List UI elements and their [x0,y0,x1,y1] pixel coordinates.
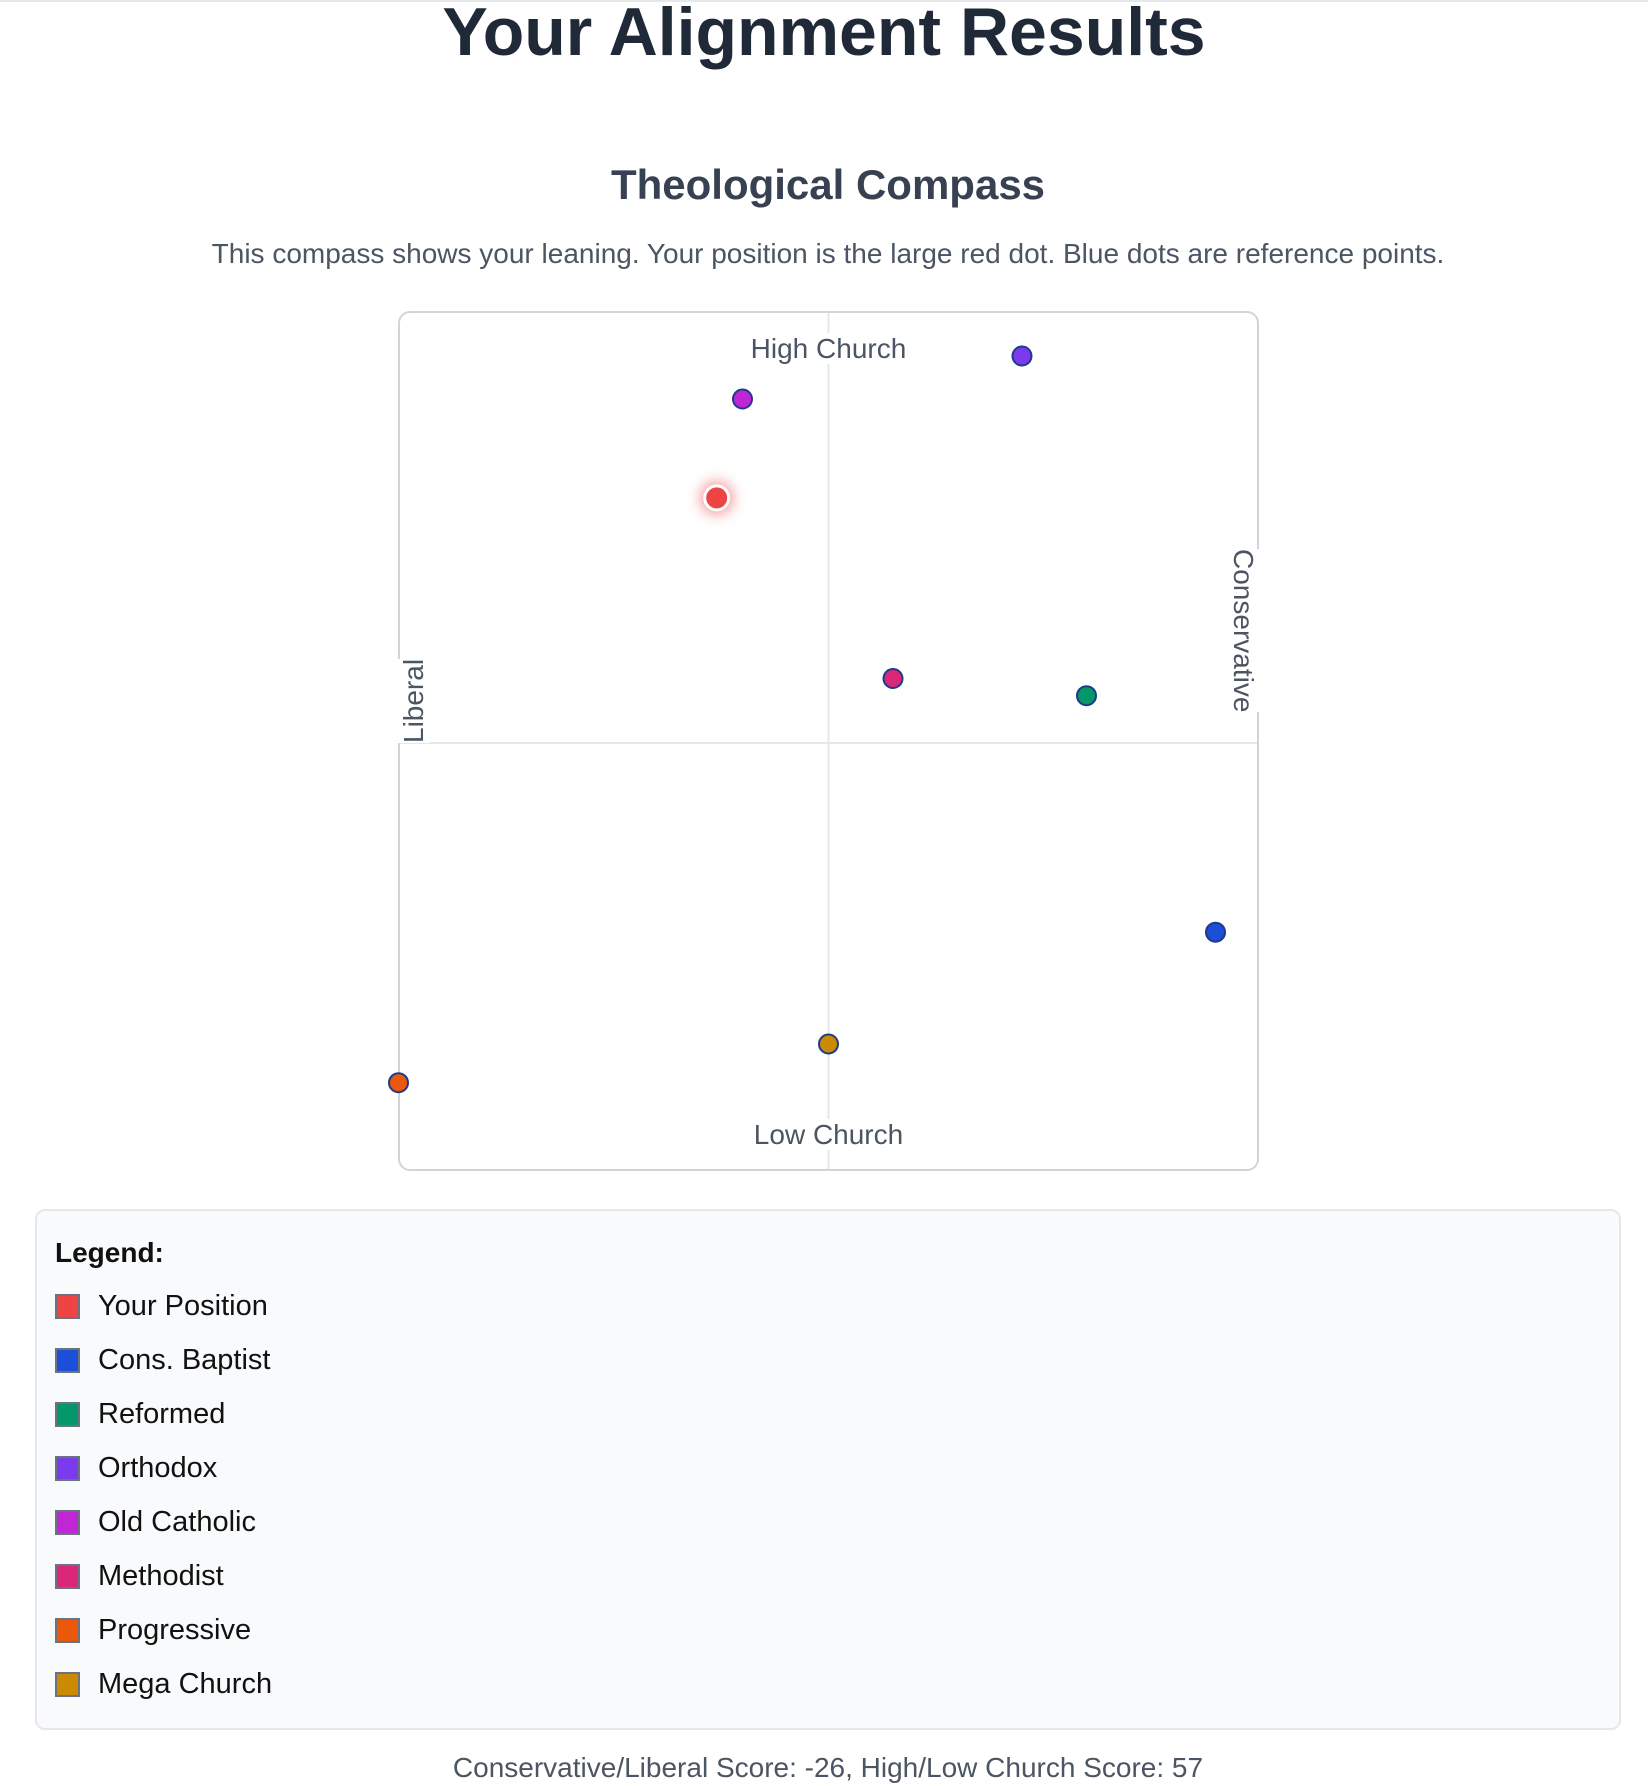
legend-item: Orthodox [55,1451,217,1485]
legend-label: Orthodox [98,1451,218,1484]
legend-item: Cons. Baptist [55,1343,270,1377]
point-progressive [388,1072,409,1094]
legend-swatch [55,1671,80,1697]
legend-title: Legend: [55,1237,164,1268]
point-old-catholic [732,388,753,410]
legend: Legend: Your Position Cons. Baptist Reform… [35,1209,1621,1730]
legend-item: Mega Church [55,1667,272,1701]
compass-title: Theological Compass [610,161,1046,208]
legend-label: Old Catholic [98,1505,256,1538]
axis-label-low-church: Low Church [400,1119,1257,1151]
legend-label: Mega Church [98,1667,273,1700]
axis-label-text: High Church [746,333,911,364]
point-mega-church [818,1033,839,1055]
legend-label: Reformed [98,1397,226,1430]
legend-item: Progressive [55,1613,251,1647]
point-reformed [1076,685,1097,707]
legend-swatch [55,1347,80,1373]
point-your-position [703,484,731,512]
axis-label-conservative: Conservative [1227,549,1259,713]
legend-swatch [55,1293,80,1319]
legend-label: Progressive [98,1613,252,1646]
legend-item: Your Position [55,1289,268,1323]
legend-swatch [55,1617,80,1643]
axis-label-liberal: Liberal [398,658,430,743]
legend-label: Cons. Baptist [98,1343,271,1376]
legend-item: Reformed [55,1397,225,1431]
legend-swatch [55,1401,80,1427]
legend-item: Old Catholic [55,1505,256,1539]
legend-swatch [55,1509,80,1535]
axis-label-text: Low Church [749,1119,908,1150]
axis-label-high-church: High Church [400,333,1257,365]
theological-compass: High Church Low Church Liberal Conservat… [388,311,1259,1171]
compass-plot [388,313,1257,1169]
point-orthodox [1011,345,1033,367]
legend-label: Your Position [98,1289,268,1322]
score-summary: Conservative/Liberal Score: -26, High/Lo… [452,1752,1204,1783]
page-title: Your Alignment Results [442,0,1206,70]
point-methodist [882,668,904,689]
legend-label: Methodist [98,1559,224,1592]
point-cons-baptist [1205,921,1226,943]
legend-swatch [55,1455,80,1481]
legend-swatch [55,1563,80,1589]
compass-description: This compass shows your leaning. Your po… [211,238,1445,269]
legend-item: Methodist [55,1559,224,1593]
